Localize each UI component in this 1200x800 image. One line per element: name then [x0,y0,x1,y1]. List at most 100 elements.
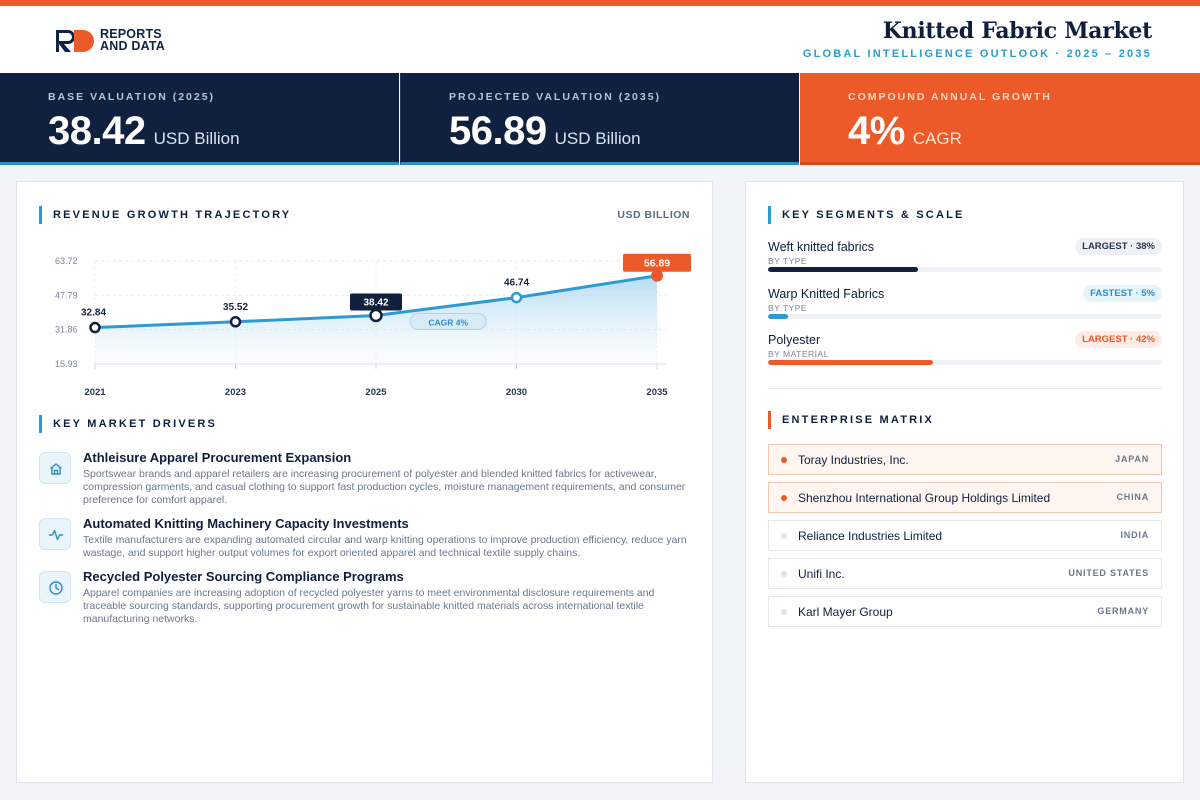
kpi-label: COMPOUND ANNUAL GROWTH [848,91,1052,103]
kpi-unit: USD Billion [153,129,240,148]
company-country: UNITED STATES [1068,568,1149,578]
revenue-line-chart: 63.72 47.79 31.86 15.93 2021 2023 2025 2030 2035… [55,253,691,398]
company-country: CHINA [1116,492,1149,502]
highlight-label-box [350,293,402,311]
data-label: 56.89 [644,258,670,270]
drivers-section-title: KEY MARKET DRIVERS [39,415,217,433]
company-country: INDIA [1120,530,1149,540]
brand-logo[interactable]: REPORTS AND DATA [54,28,184,58]
y-tick-label: 15.93 [55,359,78,369]
driver-title: Automated Knitting Machinery Capacity In… [83,516,409,531]
y-tick-label: 31.86 [55,325,78,335]
segment-badge: LARGEST · 38% [1075,238,1162,255]
x-tick-label: 2023 [225,387,246,398]
kpi-value-wrap: 38.42 USD Billion [48,109,240,154]
data-label: 46.74 [504,278,529,289]
segment-bar-track [768,314,1162,319]
status-dot [781,609,787,615]
company-name: Toray Industries, Inc. [798,453,909,467]
enterprise-section-title: ENTERPRISE MATRIX [768,411,934,429]
x-tick-label: 2021 [84,387,106,398]
kpi-value: 38.42 [48,109,146,153]
driver-item: Recycled Polyester Sourcing Compliance P… [39,569,689,627]
cagr-pill [409,313,487,331]
x-tick-label: 2030 [506,387,527,398]
section-divider [768,388,1162,389]
kpi-projected-valuation: PROJECTED VALUATION (2035) 56.89 USD Bill… [400,73,799,165]
highlight-label-box [623,253,691,272]
left-panel: REVENUE GROWTH TRAJECTORY USD BILLION 63… [16,181,713,783]
segment-name: Polyester [768,333,821,347]
kpi-value-wrap: 4% CAGR [848,109,962,154]
enterprise-row[interactable]: Unifi Inc. UNITED STATES [768,558,1162,589]
home-icon [39,452,71,484]
status-dot [781,457,787,463]
company-name: Shenzhou International Group Holdings Li… [798,491,1051,505]
driver-desc: Apparel companies are increasing adoptio… [83,587,655,626]
chart-unit-label: USD BILLION [617,209,690,221]
cagr-label: CAGR 4% [428,318,468,328]
y-tick-label: 63.72 [55,256,78,266]
data-point [651,269,663,282]
segment-bar-fill [768,314,788,319]
data-point [229,316,242,328]
driver-title: Athleisure Apparel Procurement Expansion [83,450,352,465]
segment-badge: FASTEST · 5% [1083,285,1162,302]
segment-category: BY TYPE [768,256,808,266]
company-country: GERMANY [1097,606,1149,616]
status-dot [781,495,787,501]
enterprise-row[interactable]: Reliance Industries Limited INDIA [768,520,1162,551]
kpi-cagr: COMPOUND ANNUAL GROWTH 4% CAGR [800,73,1200,165]
driver-desc: Sportswear brands and apparel retailers … [83,468,686,507]
kpi-value: 56.89 [449,109,547,153]
driver-title: Recycled Polyester Sourcing Compliance P… [83,569,404,584]
data-label: 35.52 [223,302,248,313]
segment-row: Polyester BY MATERIAL LARGEST · 42% [768,331,1162,373]
x-tick-label: 2025 [365,387,387,398]
kpi-strip: BASE VALUATION (2025) 38.42 USD Billion P… [0,73,1200,165]
segments-section-title: KEY SEGMENTS & SCALE [768,206,965,224]
kpi-unit: CAGR [912,129,962,148]
page-title: Knitted Fabric Market [882,18,1153,44]
segment-bar-track [768,360,1162,365]
enterprise-row[interactable]: Karl Mayer Group GERMANY [768,596,1162,627]
company-country: JAPAN [1115,454,1149,464]
company-name: Reliance Industries Limited [798,529,943,543]
data-point [369,308,383,323]
segment-name: Warp Knitted Fabrics [768,287,885,301]
kpi-label: BASE VALUATION (2025) [48,91,216,103]
segment-bar-fill [768,267,918,272]
data-point [89,321,101,334]
header: REPORTS AND DATA Knitted Fabric Market G… [0,6,1200,73]
segment-bar-track [768,267,1162,272]
kpi-base-valuation: BASE VALUATION (2025) 38.42 USD Billion [0,73,399,165]
segment-row: Weft knitted fabrics BY TYPE LARGEST · 3… [768,238,1162,280]
driver-item: Athleisure Apparel Procurement Expansion… [39,450,689,508]
data-point [510,291,523,304]
clock-icon [39,571,71,603]
driver-desc: Textile manufacturers are expanding auto… [83,534,687,560]
segment-badge: LARGEST · 42% [1075,331,1162,348]
segment-category: BY TYPE [768,303,808,313]
logo-line-2: AND DATA [100,39,166,53]
segment-name: Weft knitted fabrics [768,240,875,254]
y-tick-label: 47.79 [55,290,78,300]
revenue-section-title: REVENUE GROWTH TRAJECTORY [39,206,291,224]
status-dot [781,533,787,539]
status-dot [781,571,787,577]
segment-bar-fill [768,360,934,365]
right-panel: KEY SEGMENTS & SCALE Weft knitted fabric… [745,181,1184,783]
x-tick-label: 2035 [646,387,668,398]
company-name: Unifi Inc. [798,567,845,581]
enterprise-row[interactable]: Shenzhou International Group Holdings Li… [768,482,1162,513]
company-name: Karl Mayer Group [798,605,893,619]
kpi-value: 4% [848,109,905,153]
kpi-value-wrap: 56.89 USD Billion [449,109,641,154]
activity-icon [39,518,71,550]
top-accent-bar [0,0,1200,6]
data-label: 38.42 [363,298,388,309]
segment-row: Warp Knitted Fabrics BY TYPE FASTEST · 5… [768,285,1162,327]
enterprise-row[interactable]: Toray Industries, Inc. JAPAN [768,444,1162,475]
logo-wordmark: REPORTS AND DATA [100,28,166,53]
driver-item: Automated Knitting Machinery Capacity In… [39,516,689,560]
